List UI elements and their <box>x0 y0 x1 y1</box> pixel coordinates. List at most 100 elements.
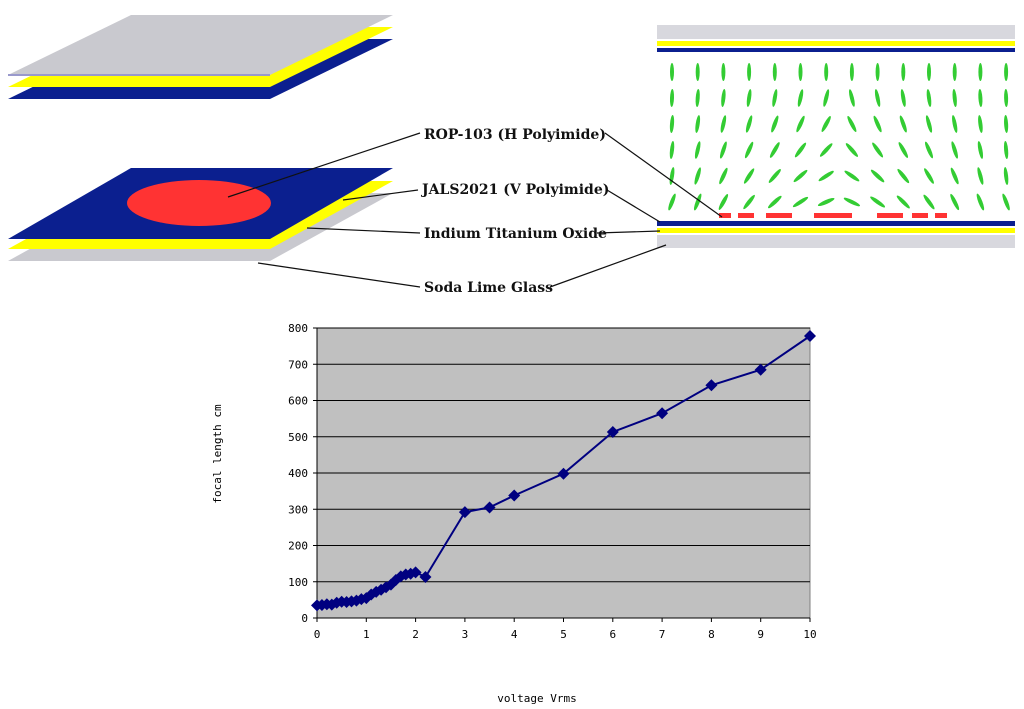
lc-cell-cross-section <box>657 25 1015 248</box>
y-tick-label: 600 <box>288 395 308 408</box>
top-glass-layer <box>8 15 393 75</box>
data-point-marker <box>508 489 521 502</box>
lc-molecule <box>772 63 777 81</box>
label-jals-polyimide: JALS2021 (V Polyimide) <box>420 182 609 198</box>
y-tick-label: 400 <box>288 467 308 480</box>
lc-molecule <box>896 195 910 209</box>
cell-bottom-polyimide <box>657 221 1015 226</box>
lc-molecule <box>669 89 675 107</box>
lc-molecule <box>952 115 958 133</box>
lc-molecule <box>719 141 727 159</box>
y-tick-label: 800 <box>288 322 308 335</box>
lc-molecule <box>924 168 934 184</box>
lc-molecule <box>768 169 781 183</box>
x-tick-label: 0 <box>314 628 321 641</box>
lc-molecule <box>1004 115 1009 133</box>
lc-molecule <box>821 116 831 132</box>
lc-molecule <box>849 89 855 107</box>
lc-molecule <box>720 115 727 133</box>
lc-molecule <box>897 168 910 184</box>
leader-lines <box>227 132 723 288</box>
lc-molecule <box>976 193 985 211</box>
x-tick-label: 3 <box>462 628 469 641</box>
lc-molecule <box>925 141 933 159</box>
label-ito: Indium Titanium Oxide <box>424 226 607 242</box>
lc-molecule <box>843 197 861 207</box>
lc-molecule <box>874 89 881 107</box>
cell-top-polyimide <box>657 48 1015 52</box>
data-point-marker <box>483 501 496 514</box>
y-tick-label: 300 <box>288 503 308 516</box>
lc-molecule <box>847 115 857 133</box>
lc-molecule <box>793 169 808 183</box>
lc-molecule <box>927 63 931 81</box>
cell-top-ito <box>657 41 1015 46</box>
series-markers <box>311 329 816 612</box>
x-tick-label: 1 <box>363 628 370 641</box>
lc-molecule <box>794 142 807 158</box>
lc-molecule <box>695 63 700 81</box>
lc-molecule <box>694 167 701 185</box>
data-point-marker <box>458 506 471 519</box>
lc-molecule <box>668 193 676 211</box>
lc-molecule <box>977 167 984 185</box>
lc-molecule <box>796 115 805 133</box>
lc-molecule <box>925 115 933 133</box>
lc-molecule <box>870 196 886 208</box>
cell-top-glass <box>657 25 1015 39</box>
lc-molecule <box>744 141 754 159</box>
x-tick-label: 7 <box>659 628 666 641</box>
lc-molecule <box>950 193 960 211</box>
data-point-marker <box>409 566 422 579</box>
x-tick-label: 8 <box>708 628 715 641</box>
lc-molecule <box>669 141 675 159</box>
label-rop-polyimide: ROP-103 (H Polyimide) <box>424 127 606 143</box>
lc-molecule <box>872 142 884 158</box>
lc-molecule <box>898 142 909 158</box>
lc-molecule <box>824 63 829 81</box>
lc-molecule <box>694 141 701 159</box>
lc-molecule <box>1004 63 1009 81</box>
lc-molecule <box>746 89 752 107</box>
lc-molecule <box>772 89 778 107</box>
lc-molecule <box>978 115 983 133</box>
lc-molecule <box>818 170 834 182</box>
chart-tick-labels: 0 100 200 300 400 500 600 700 800 0 1 2 3 4 5 6 7 8 9 10 <box>288 322 817 641</box>
lc-molecule <box>951 141 958 159</box>
lc-molecule <box>978 63 983 81</box>
x-axis-label: voltage Vrms <box>497 692 576 705</box>
y-axis-label: focal length cm <box>211 404 224 504</box>
x-tick-label: 9 <box>757 628 764 641</box>
lc-molecule <box>768 195 782 209</box>
lc-molecule <box>745 115 753 133</box>
lc-molecule <box>695 115 701 133</box>
lc-molecules <box>668 63 1010 211</box>
lc-molecule <box>721 89 726 107</box>
data-point-marker <box>606 426 619 439</box>
lc-molecule <box>1002 193 1010 211</box>
lc-molecule <box>952 89 957 107</box>
lc-molecule <box>792 196 809 208</box>
y-tick-label: 200 <box>288 540 308 553</box>
lc-molecule <box>926 89 932 107</box>
lc-molecule <box>870 169 885 183</box>
data-point-marker <box>656 407 669 420</box>
lc-molecule <box>845 143 859 157</box>
lc-molecule <box>901 63 906 81</box>
lc-molecule <box>819 143 833 157</box>
x-tick-label: 2 <box>412 628 419 641</box>
lc-molecule <box>670 63 674 81</box>
lc-molecule <box>978 89 983 107</box>
lc-molecule <box>769 142 780 158</box>
y-tick-label: 500 <box>288 431 308 444</box>
lc-molecule <box>900 89 906 107</box>
cell-bottom-ito <box>657 228 1015 233</box>
cell-electrodes <box>719 213 947 218</box>
y-tick-label: 100 <box>288 576 308 589</box>
lc-molecule <box>695 89 700 107</box>
x-tick-label: 4 <box>511 628 518 641</box>
label-glass: Soda Lime Glass <box>424 280 553 296</box>
x-tick-label: 6 <box>609 628 616 641</box>
lc-molecule <box>798 63 803 81</box>
